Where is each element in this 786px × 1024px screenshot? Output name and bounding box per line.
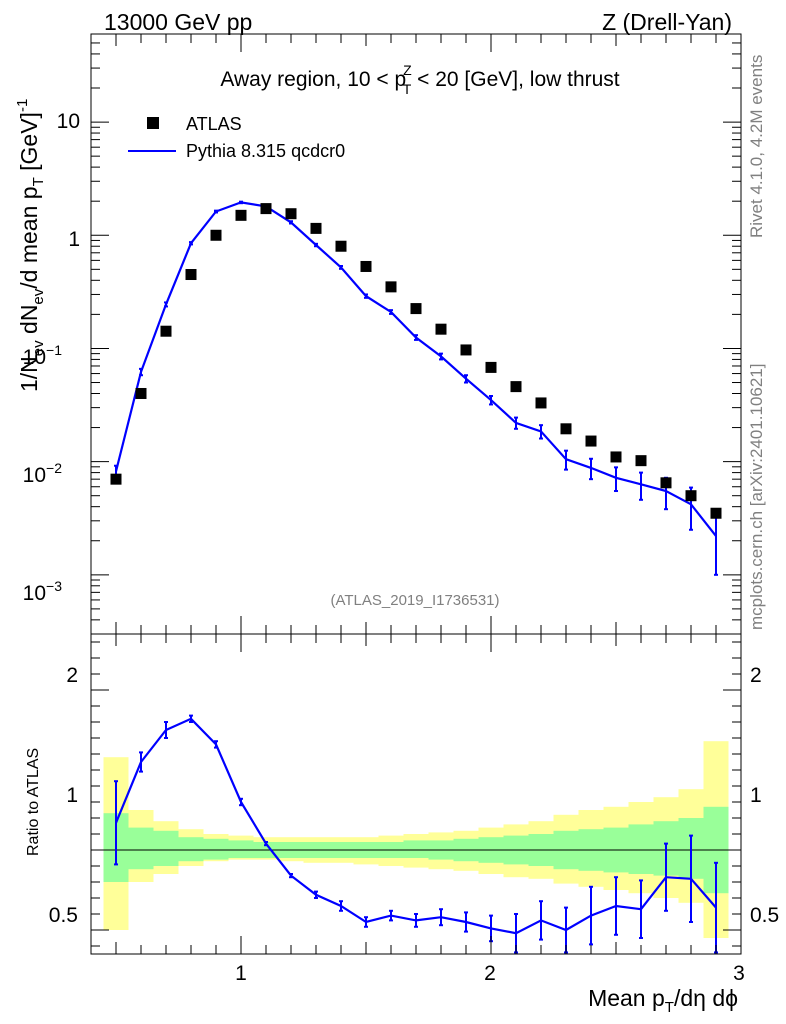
atlas-data-point (135, 387, 147, 399)
atlas-data-point (460, 344, 472, 356)
ylabel-part: 1/N (16, 356, 42, 392)
title-sub: T (403, 81, 412, 97)
mcplots-label: mcplots.cern.ch [arXiv:2401.10621] (747, 364, 766, 630)
ratio-y-tick-label-2: 2 (66, 664, 78, 687)
pythia-series-line (114, 201, 717, 537)
xlabel-part: /dη dϕ (674, 985, 738, 1011)
ylabel-sub: ev (30, 340, 47, 356)
plot-title: Away region, 10 < pZ T < 20 [GeV], low th… (220, 62, 619, 97)
energy-label: 13000 GeV pp (104, 9, 252, 35)
y-tick-label-1: 1 (68, 228, 80, 251)
atlas-data-point (585, 435, 597, 447)
ylabel-sub: T (30, 177, 47, 186)
atlas-data-point (710, 507, 722, 519)
atlas-data-point (185, 269, 197, 281)
atlas-data-point (635, 455, 647, 467)
tick-base: 10 (23, 464, 46, 487)
tick-exp: −2 (46, 460, 62, 476)
ratio-band-inner (403, 840, 429, 858)
atlas-data-point (210, 229, 222, 241)
ratio-band-inner (178, 837, 204, 862)
tick-exp: −3 (46, 578, 62, 594)
main-plot-marks (110, 200, 722, 576)
title-prefix: Away region, 10 < p (220, 68, 406, 91)
atlas-data-point (610, 451, 622, 463)
y-tick-label-0.1: 10−1 (23, 342, 63, 369)
atlas-data-point (110, 473, 122, 485)
ratio-y-tick-label-1-right: 1 (750, 784, 762, 807)
ratio-band-inner (228, 840, 254, 858)
xlabel-part: Mean p (588, 985, 665, 1011)
atlas-data-point (535, 397, 547, 409)
legend-atlas-label: ATLAS (186, 114, 242, 134)
x-tick-label-3: 3 (733, 962, 745, 985)
atlas-data-point (510, 381, 522, 393)
ratio-plot-axes (90, 634, 742, 954)
atlas-data-point (235, 209, 247, 221)
atlas-data-point (360, 260, 372, 272)
atlas-data-point (310, 222, 322, 234)
atlas-data-point (435, 323, 447, 335)
y-tick-label-0.001: 10−3 (23, 578, 63, 605)
atlas-data-point (260, 203, 272, 215)
ylabel-sup: -1 (14, 99, 31, 112)
title-sup: Z (403, 62, 412, 78)
ratio-y-axis-label: Ratio to ATLAS (25, 748, 42, 856)
tick-exp: −1 (46, 342, 62, 358)
atlas-data-point (560, 423, 572, 435)
atlas-data-point (385, 281, 397, 293)
x-tick-label-1: 1 (235, 962, 247, 985)
ratio-band-inner (628, 824, 654, 874)
atlas-data-point (335, 240, 347, 252)
analysis-watermark: (ATLAS_2019_I1736531) (330, 592, 499, 609)
x-axis-label: Mean pT/dη dϕ (588, 985, 738, 1016)
atlas-data-point (285, 208, 297, 220)
ratio-plot-marks (91, 714, 741, 954)
atlas-data-point (410, 303, 422, 315)
main-plot-axes (90, 33, 742, 635)
process-label: Z (Drell-Yan) (602, 9, 732, 35)
ratio-band-inner (153, 830, 179, 866)
ylabel-sub: ev (30, 288, 47, 304)
ylabel-part: [GeV] (16, 112, 42, 177)
tick-base: 10 (23, 346, 46, 369)
atlas-data-point (685, 490, 697, 502)
ratio-y-tick-label-1: 1 (66, 784, 78, 807)
ratio-y-tick-label-0.5-right: 0.5 (750, 904, 779, 927)
ylabel-part: dN (16, 305, 42, 341)
atlas-data-point (485, 361, 497, 373)
ratio-y-tick-label-2-right: 2 (750, 664, 762, 687)
legend-atlas-marker (147, 117, 159, 129)
x-tick-label-2: 2 (484, 962, 496, 985)
y-tick-label-10: 10 (57, 110, 80, 133)
tick-base: 10 (23, 582, 46, 605)
title-suffix: < 20 [GeV], low thrust (411, 68, 620, 91)
y-tick-label-0.01: 10−2 (23, 460, 63, 487)
atlas-data-point (160, 325, 172, 337)
legend-pythia-label: Pythia 8.315 qcdcr0 (186, 141, 345, 161)
ratio-plot-frame (90, 633, 742, 955)
rivet-label: Rivet 4.1.0, 4.2M events (747, 55, 766, 238)
xlabel-sub: T (665, 999, 674, 1016)
ratio-band-inner (128, 827, 154, 870)
ratio-band-inner (203, 838, 229, 860)
ratio-y-tick-label-0.5: 0.5 (49, 904, 78, 927)
ylabel-part: /d mean p (16, 186, 42, 288)
main-y-axis-label: 1/Nev dNev/d mean pT [GeV]-1 (14, 99, 47, 392)
atlas-data-point (660, 477, 672, 489)
